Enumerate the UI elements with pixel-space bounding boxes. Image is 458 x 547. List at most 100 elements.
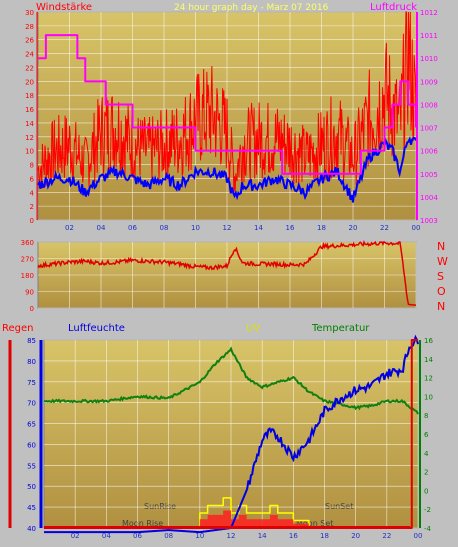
wind-x-tick: 20: [349, 224, 358, 232]
temperature-y-tick: 12: [424, 375, 433, 383]
direction-y-tick: 90: [25, 289, 34, 297]
pressure-y-tick: 1008: [420, 101, 438, 109]
temperature-y-tick: 16: [424, 337, 433, 345]
wind-y-tick: 0: [30, 217, 34, 225]
direction-y-tick: 180: [21, 272, 34, 280]
rain-title: Regen: [2, 323, 34, 334]
wind-y-tick: 18: [25, 92, 34, 100]
temperature-y-tick: 0: [424, 487, 428, 495]
pressure-y-tick: 1009: [420, 78, 438, 86]
wind-y-tick: 16: [25, 106, 34, 114]
climate-x-tick: 06: [133, 532, 142, 540]
climate-x-tick: 16: [289, 532, 298, 540]
humidity-y-tick: 45: [27, 504, 36, 512]
pressure-title: Luftdruck: [370, 2, 417, 13]
compass-letter: O: [437, 285, 446, 298]
humidity-y-tick: 85: [27, 337, 36, 345]
direction-y-tick: 360: [21, 239, 34, 247]
temperature-y-tick: 10: [424, 393, 433, 401]
pressure-y-tick: 1006: [420, 148, 438, 156]
wind-title: Windstärke: [36, 2, 92, 13]
temperature-y-tick: -2: [424, 506, 431, 514]
climate-x-tick: 12: [227, 532, 236, 540]
moonrise-label: Moon Rise: [122, 519, 163, 528]
wind-y-tick: 26: [25, 37, 34, 45]
climate-x-tick: 22: [382, 532, 391, 540]
wind-direction-series: [37, 240, 417, 306]
wind-x-tick: 02: [65, 224, 74, 232]
pressure-y-tick: 1012: [420, 9, 438, 17]
temperature-y-tick: 2: [424, 469, 428, 477]
wind-x-tick: 04: [97, 224, 106, 232]
temperature-series: [43, 346, 419, 415]
temperature-y-tick: 6: [424, 431, 429, 439]
temperature-y-tick: 8: [424, 412, 428, 420]
wind-x-tick: 22: [380, 224, 389, 232]
wind-y-tick: 14: [25, 120, 34, 128]
temperature-y-tick: 4: [424, 450, 429, 458]
humidity-title: Luftfeuchte: [68, 323, 125, 334]
wind-y-tick: 24: [25, 51, 34, 59]
humidity-y-tick: 65: [27, 421, 36, 429]
wind-x-tick: 06: [128, 224, 137, 232]
wind-x-tick: 18: [317, 224, 326, 232]
wind-y-tick: 12: [25, 134, 34, 142]
direction-y-tick: 0: [30, 305, 34, 313]
climate-x-tick: 10: [195, 532, 204, 540]
pressure-y-tick: 1003: [420, 217, 438, 225]
chart-marks: 0246810121416182022242628301003100410051…: [8, 9, 438, 540]
moonset-label: Moon Set: [296, 519, 333, 528]
wind-y-tick: 6: [30, 175, 35, 183]
wind-average-series: [37, 136, 417, 203]
pressure-y-tick: 1005: [420, 171, 438, 179]
wind-y-tick: 8: [30, 162, 34, 170]
wind-x-tick: 16: [286, 224, 295, 232]
humidity-y-tick: 55: [27, 462, 36, 470]
climate-x-tick: 02: [71, 532, 80, 540]
wind-gust-series: [37, 11, 417, 193]
solar-fill: [184, 510, 309, 528]
uv-series: [184, 497, 310, 529]
wind-x-tick: 10: [191, 224, 200, 232]
humidity-y-tick: 40: [27, 525, 36, 533]
wind-y-tick: 22: [25, 64, 34, 72]
climate-x-tick: 20: [351, 532, 360, 540]
humidity-y-tick: 60: [27, 441, 36, 449]
direction-y-tick: 270: [21, 256, 34, 264]
climate-x-tick: 04: [102, 532, 111, 540]
wind-x-tick: 14: [254, 224, 263, 232]
pressure-y-tick: 1010: [420, 55, 438, 63]
wind-y-tick: 28: [25, 23, 34, 31]
graph-title: 24 hour graph day - Marz 07 2016: [174, 3, 329, 13]
compass-letter: N: [437, 300, 445, 313]
pressure-series: [38, 34, 417, 175]
compass-letter: S: [437, 270, 444, 283]
climate-x-tick: 08: [164, 532, 173, 540]
sunrise-label: SunRise: [144, 502, 176, 511]
climate-x-tick: 00: [414, 532, 423, 540]
wind-x-tick: 00: [412, 224, 421, 232]
wind-y-tick: 4: [30, 189, 35, 197]
climate-x-tick: 14: [258, 532, 267, 540]
humidity-y-tick: 80: [27, 358, 36, 366]
compass-letter: N: [437, 240, 445, 253]
temperature-y-tick: 14: [424, 356, 433, 364]
humidity-y-tick: 50: [27, 483, 36, 491]
uv-title: UV: [246, 323, 260, 334]
pressure-y-tick: 1011: [420, 32, 438, 40]
wind-y-tick: 30: [25, 9, 34, 17]
wind-y-tick: 2: [30, 203, 34, 211]
temperature-title: Temperatur: [311, 323, 370, 334]
compass-letter: W: [437, 255, 448, 268]
wind-y-tick: 20: [25, 78, 34, 86]
temperature-y-tick: -4: [424, 525, 432, 533]
humidity-y-tick: 75: [27, 379, 36, 387]
humidity-y-tick: 70: [27, 400, 36, 408]
pressure-y-tick: 1004: [420, 194, 438, 202]
pressure-y-tick: 1007: [420, 125, 438, 133]
wind-x-tick: 08: [160, 224, 169, 232]
climate-x-tick: 18: [320, 532, 329, 540]
